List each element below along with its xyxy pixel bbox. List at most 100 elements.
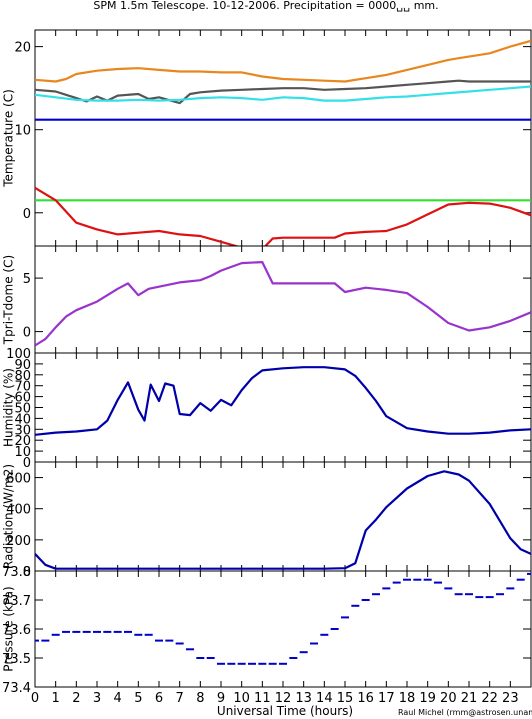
- series-line: [35, 186, 531, 246]
- y-tick-label: 73.7: [2, 594, 31, 609]
- data-point: [237, 662, 246, 665]
- x-tick-label: 5: [134, 691, 142, 706]
- data-point: [413, 578, 422, 581]
- y-tick-label: 90: [14, 358, 31, 373]
- panel-frame: [34, 461, 532, 572]
- series-line: [35, 470, 531, 570]
- x-tick-label: 1: [52, 691, 60, 706]
- y-tick-label: 73.5: [2, 652, 31, 667]
- y-tick-label: 73.4: [2, 681, 31, 696]
- x-axis-label: Universal Time (hours): [217, 704, 353, 718]
- series-line: [35, 79, 531, 105]
- y-tick-label: 50: [14, 402, 31, 417]
- y-tick-label: 20: [14, 434, 31, 449]
- y-tick-label: 20: [14, 41, 31, 56]
- series-line: [35, 261, 531, 347]
- x-tick-label: 4: [114, 691, 122, 706]
- data-point: [175, 642, 184, 645]
- x-tick-label: 13: [295, 691, 312, 706]
- x-tick-label: 18: [399, 691, 416, 706]
- series-line: [35, 85, 531, 102]
- data-point: [475, 596, 484, 599]
- x-tick-label: 15: [337, 691, 354, 706]
- x-tick-label: 7: [176, 691, 184, 706]
- data-point: [93, 630, 101, 633]
- data-point: [341, 616, 349, 619]
- data-point: [454, 593, 463, 596]
- y-tick-label: 0: [23, 456, 31, 471]
- y-tick-label: 100: [6, 347, 31, 362]
- x-tick-label: 16: [357, 691, 374, 706]
- data-point: [258, 662, 267, 665]
- x-tick-label: 3: [93, 691, 101, 706]
- x-tick-label: 23: [502, 691, 519, 706]
- data-point: [196, 657, 205, 659]
- x-tick-label: 20: [440, 691, 457, 706]
- y-tick-label: 73.8: [2, 565, 31, 580]
- author-credit: Raul Michel (rmm@astrosen.unam.mx): [398, 708, 532, 717]
- data-point: [465, 593, 473, 596]
- x-tick-label: 2: [72, 691, 80, 706]
- x-tick-label: 14: [316, 691, 333, 706]
- data-point: [124, 630, 132, 633]
- y-axis-label: Temperature (C): [2, 89, 16, 188]
- series-line: [35, 39, 531, 83]
- chart-title: SPM 1.5m Telescope. 10-12-2006. Precipit…: [93, 0, 438, 12]
- x-tick-label: 6: [155, 691, 163, 706]
- data-point: [310, 642, 318, 645]
- data-point: [496, 593, 504, 596]
- data-point: [485, 596, 494, 599]
- data-point: [248, 662, 256, 665]
- x-tick-label: 11: [254, 691, 271, 706]
- data-point: [320, 633, 329, 636]
- data-point: [51, 633, 60, 636]
- data-point: [103, 630, 112, 633]
- data-point: [41, 639, 50, 642]
- data-point: [279, 662, 287, 665]
- y-axis-label: Pressure (kPa): [2, 586, 16, 671]
- data-point: [82, 630, 91, 633]
- data-point: [113, 630, 122, 633]
- y-tick-label: 80: [14, 369, 31, 384]
- x-tick-label: 9: [217, 691, 225, 706]
- y-tick-label: 60: [14, 391, 31, 406]
- data-point: [392, 581, 401, 584]
- y-tick-label: 600: [6, 472, 31, 487]
- data-point: [516, 578, 525, 581]
- x-tick-label: 0: [31, 691, 39, 706]
- series-line: [35, 366, 531, 436]
- x-tick-label: 19: [419, 691, 436, 706]
- x-tick-label: 21: [461, 691, 478, 706]
- data-point: [330, 628, 339, 630]
- y-tick-label: 30: [14, 423, 31, 438]
- panel-frame: [34, 570, 532, 688]
- data-point: [372, 593, 380, 596]
- y-tick-label: 0: [23, 207, 31, 222]
- y-tick-label: 5: [23, 272, 31, 287]
- x-tick-label: 12: [275, 691, 292, 706]
- data-point: [434, 581, 442, 584]
- data-point: [227, 662, 236, 665]
- data-point: [351, 604, 360, 607]
- data-point: [299, 651, 308, 654]
- data-point: [527, 572, 531, 575]
- panel-frame: [34, 29, 532, 247]
- panel-5: 73.4 73.5 73.6 73.7 73.8 Pressure (kPa): [2, 565, 532, 696]
- panel-frame: [34, 245, 532, 354]
- x-axis: 0 1 2 3 4 5 6 7 8 9 10 11 12 13 14 15 16 17 18 19 20 21 22 23: [31, 691, 519, 706]
- data-point: [217, 662, 225, 665]
- data-point: [444, 587, 453, 590]
- y-axis-label: Humidity (%): [2, 368, 16, 447]
- data-point: [289, 657, 298, 659]
- panel-2: 0 5 Tpri-Tdome (C): [2, 245, 532, 354]
- data-point: [403, 578, 411, 581]
- y-tick-label: 0: [23, 565, 31, 580]
- y-axis-label: Radiation (W/m2): [2, 464, 16, 569]
- data-point: [155, 639, 163, 642]
- x-tick-label: 22: [481, 691, 498, 706]
- y-tick-label: 40: [14, 412, 31, 427]
